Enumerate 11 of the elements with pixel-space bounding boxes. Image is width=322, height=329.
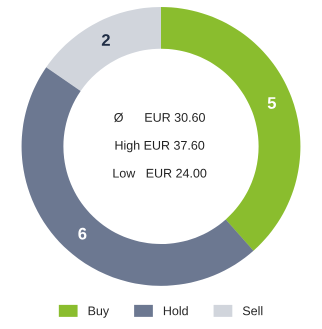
- donut-slice: [46, 6, 161, 91]
- donut-slice: [22, 67, 254, 286]
- text: High EUR 37.60: [115, 140, 204, 152]
- legend-label: Buy: [88, 306, 110, 318]
- data-label: 2: [102, 34, 110, 46]
- legend-label: Hold: [164, 306, 188, 316]
- text: Low EUR 24.00: [113, 168, 206, 178]
- text: Ø EUR 30.60: [114, 112, 205, 122]
- legend-label: Sell: [242, 306, 262, 316]
- data-label: 6: [78, 228, 86, 240]
- data-label: 5: [268, 97, 276, 109]
